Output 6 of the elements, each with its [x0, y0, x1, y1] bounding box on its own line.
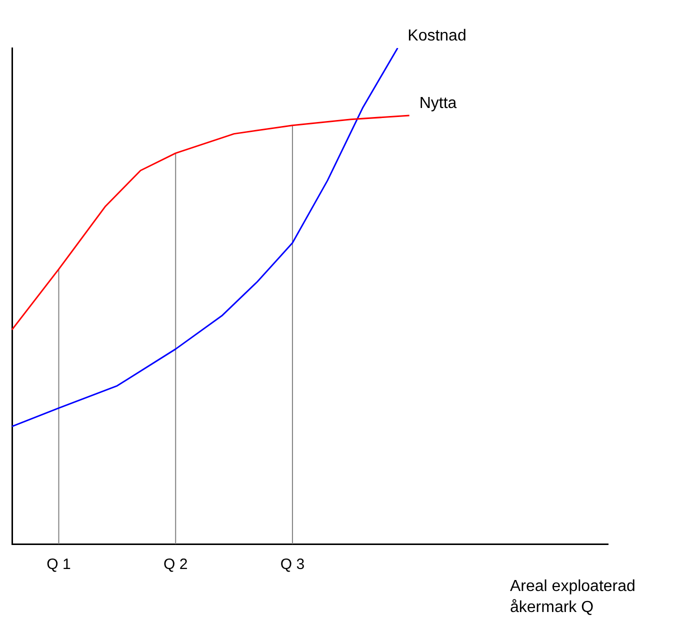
- x-axis-title: Areal exploaterad åkermark Q: [510, 577, 636, 618]
- series-label: Nytta: [419, 94, 457, 112]
- series-label: Kostnad: [408, 27, 466, 44]
- x-tick-label: Q 1: [46, 556, 71, 574]
- x-tick-label: Q 3: [280, 556, 305, 574]
- x-tick-label: Q 2: [164, 556, 188, 574]
